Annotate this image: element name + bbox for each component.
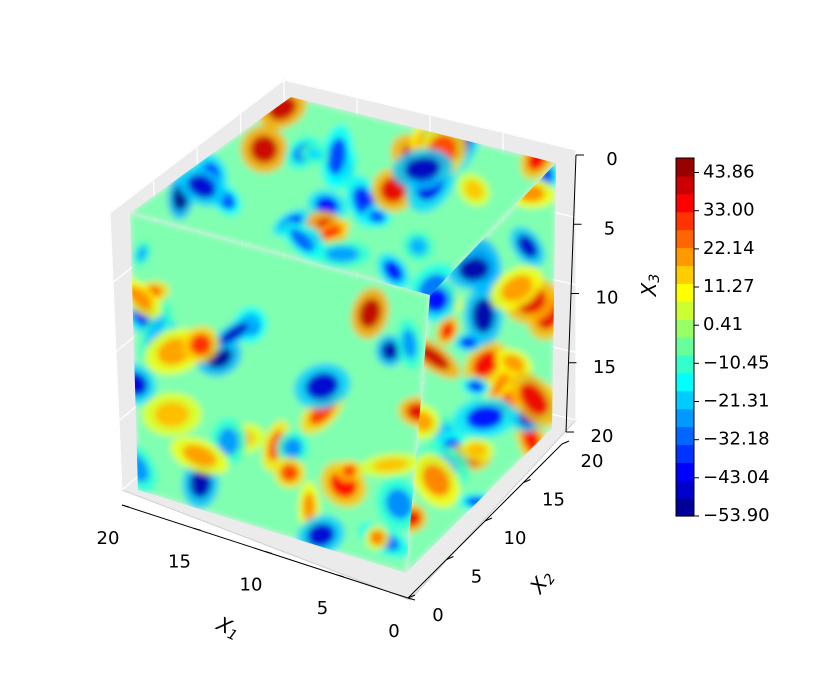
tick-label: 15 [593,357,616,378]
colorbar-level [676,390,694,410]
tick-label: 5 [604,218,615,239]
cube-face-front-left [130,213,430,573]
colorbar-frame [675,157,695,517]
tick-label: 0 [606,149,617,170]
tick-label: 10 [504,528,527,549]
tick-label: 5 [317,598,328,619]
colorbar-tick-label: 0.41 [703,314,743,335]
colorbar-level [676,193,694,213]
colorbar-tick-label: −43.04 [703,467,770,488]
grid-line [109,212,123,491]
colorbar-tick-label: 11.27 [703,276,755,297]
tick-mark [484,517,493,522]
colorbar-tick-label: −53.90 [703,505,770,526]
colorbar-level [676,462,694,481]
tick-label: 15 [168,551,191,572]
tick-label: 0 [388,621,399,642]
colorbar-level [676,354,694,374]
tick-mark [523,479,531,483]
colorbar-level [676,265,694,284]
tick-label: 20 [97,528,120,549]
colorbar-level [676,480,694,499]
colorbar-level [676,158,694,177]
tick-label: 0 [432,605,443,626]
tick-mark [121,504,130,508]
tick-label: 20 [581,451,604,472]
colorbar-level [676,408,694,428]
colorbar-level [676,211,694,231]
tick-label: 10 [240,575,263,596]
colorbar-level [676,498,694,517]
colorbar-level [676,283,694,302]
colorbar-level [676,175,694,195]
colorbar-tick-label: 43.86 [703,162,755,183]
colorbar-level [676,444,694,463]
tick-label: 15 [542,490,565,511]
colorbar-tick-label: 33.00 [703,200,755,221]
tick-mark [407,594,416,599]
axisX1-label: X1 [211,611,244,645]
colorbar-tick-label: 22.14 [703,238,755,259]
tick-mark [193,527,201,531]
colorbar-level [676,319,694,338]
tick-mark [407,597,416,601]
colorbar-tick-label: −21.31 [703,391,770,412]
tick-label: 20 [591,426,614,447]
colorbar: 43.86 33.00 22.14 11.27 0.41 −10.45 −21.31 −32.… [675,157,770,526]
colorbar-level [676,426,694,445]
axis-x3: 0 5 10 15 20 X3 [565,149,664,447]
tick-mark [561,440,570,445]
colorbar-level [676,337,694,356]
tick-label: 10 [596,288,619,309]
colorbar-level [676,247,694,266]
colorbar-level [676,229,694,249]
tick-label: 5 [471,567,482,588]
colorbar-level [676,301,694,320]
axisX3-label: X3 [637,274,664,298]
axis-x2: 0 5 10 15 20 X2 [407,440,604,626]
colorbar-level [676,372,694,392]
tick-mark [264,551,273,554]
colorbar-tick-label: −10.45 [703,352,770,373]
colorbar-tick-label: −32.18 [703,429,770,450]
tick-mark [446,556,454,560]
axisX2-label: X2 [524,565,559,600]
tick-mark [336,574,344,578]
